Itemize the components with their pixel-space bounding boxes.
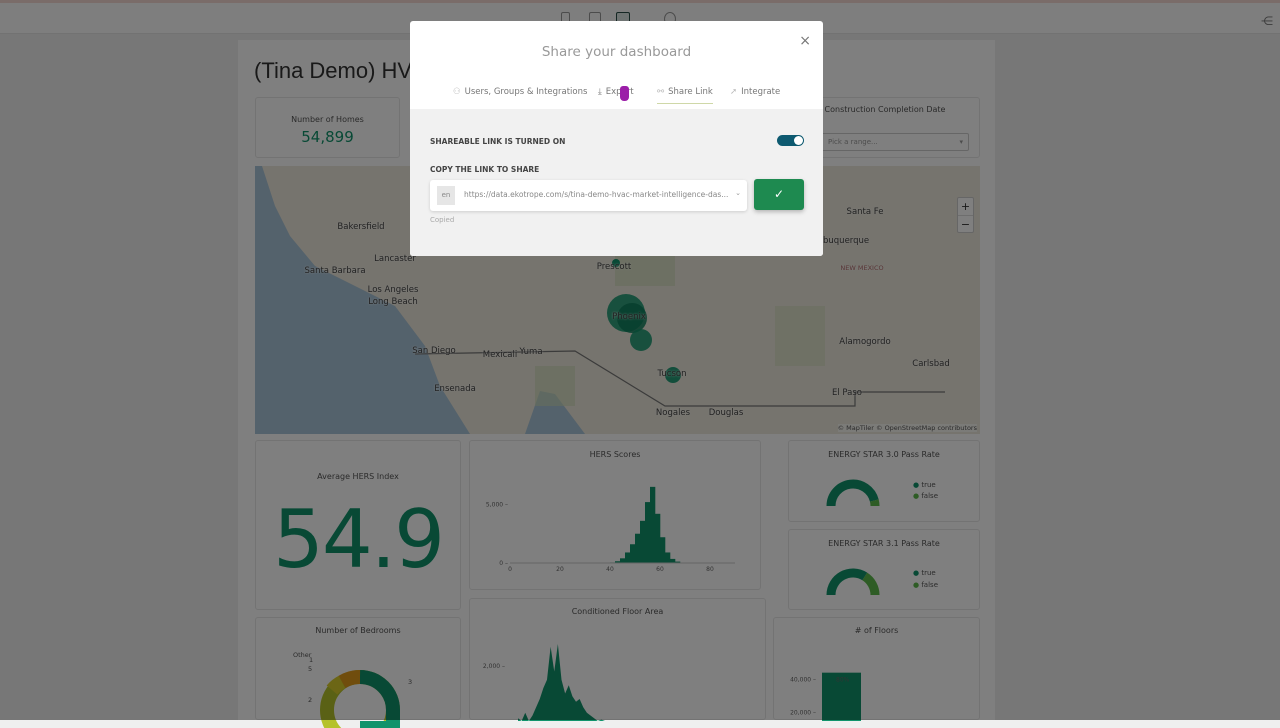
share-link-panel: SHAREABLE LINK IS TURNED ON COPY THE LIN… [410,109,823,256]
users-icon: ⚇ [453,87,461,97]
copy-link-button[interactable]: ✓ [754,179,804,210]
tab-label: Share Link [668,87,713,97]
tab-label: Integrate [741,87,780,97]
chevron-down-icon[interactable]: ⌄ [735,189,741,197]
share-link-input[interactable]: en https://data.ekotrope.com/s/tina-demo… [430,180,747,211]
tab-users-groups[interactable]: ⚇ Users, Groups & Integrations [453,87,587,103]
shareable-link-toggle[interactable] [777,135,804,146]
copy-link-label: COPY THE LINK TO SHARE [430,165,539,174]
tab-share-link[interactable]: ⚯ Share Link [657,87,713,104]
share-dashboard-modal: Share your dashboard × ⚇ Users, Groups & … [410,21,823,256]
link-icon: ⚯ [657,87,664,97]
language-selector[interactable]: en [437,186,455,205]
rocket-icon: ➚ [730,87,737,97]
tab-label: Users, Groups & Integrations [465,87,588,97]
modal-title: Share your dashboard [410,44,823,60]
copied-status: Copied [430,216,454,224]
shareable-link-label: SHAREABLE LINK IS TURNED ON [430,137,565,146]
mouse-cursor [620,86,629,101]
tab-integrate[interactable]: ➚ Integrate [730,87,780,103]
download-icon: ⤓ [598,87,602,97]
share-url[interactable]: https://data.ekotrope.com/s/tina-demo-hv… [464,190,728,199]
close-icon[interactable]: × [799,33,811,49]
